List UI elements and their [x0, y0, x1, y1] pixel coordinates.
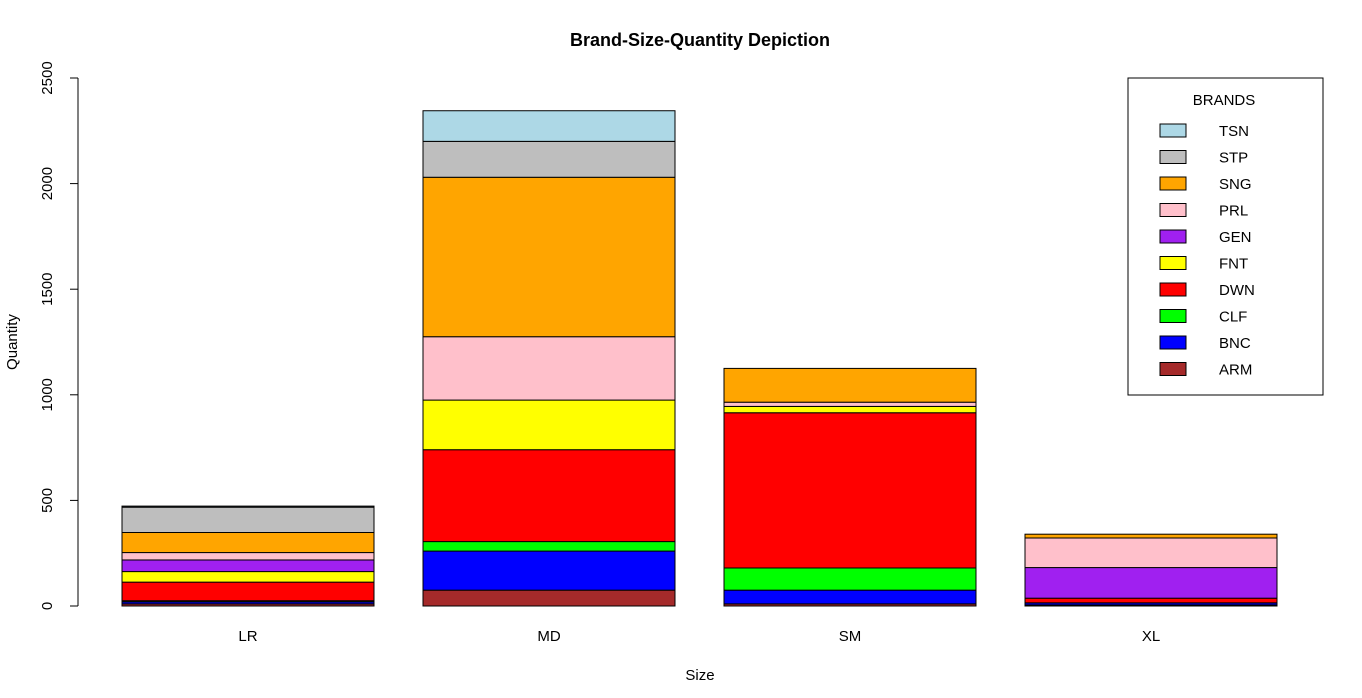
legend-label-prl: PRL: [1219, 203, 1248, 220]
x-tick-label: MD: [537, 628, 560, 645]
bar-segment-lr-stp: [121, 506, 375, 534]
y-tick-label: 2500: [39, 61, 56, 94]
legend-swatch-tsn: [1159, 123, 1187, 138]
x-tick-label: XL: [1142, 628, 1160, 645]
legend-swatch-fnt: [1159, 256, 1187, 270]
legend-label-dwn: DWN: [1219, 282, 1255, 299]
x-axis-label: Size: [685, 667, 714, 684]
bar-segment-xl-prl: [1024, 537, 1278, 569]
legend-swatch-stp: [1159, 150, 1187, 164]
y-tick-label: 500: [39, 488, 56, 513]
x-tick-labels: LR MD SM XL: [238, 628, 1160, 645]
bar-segment-md-arm: [422, 589, 676, 607]
bar-segment-sm-clf: [723, 567, 977, 591]
bar-segment-md-bnc: [422, 550, 676, 591]
bar-segment-xl-dwn: [1024, 597, 1278, 604]
legend-swatch-gen: [1159, 229, 1187, 244]
legend-title: BRANDS: [1193, 92, 1256, 109]
bar-segment-sm-fnt: [723, 405, 977, 414]
legend-label-arm: ARM: [1219, 362, 1252, 379]
y-tick-label: 1500: [39, 273, 56, 306]
legend-label-clf: CLF: [1219, 309, 1247, 326]
legend-swatch-clf: [1159, 309, 1187, 323]
legend-label-gen: GEN: [1219, 229, 1252, 246]
bars-group: [121, 110, 1278, 607]
bar-segment-sm-dwn: [723, 412, 977, 569]
bar-segment-md-sng: [422, 176, 676, 338]
bar-segment-md-tsn: [422, 110, 676, 142]
bar-segment-sm-bnc: [723, 589, 977, 605]
bar-segment-xl-sng: [1024, 533, 1278, 539]
bar-segment-md-dwn: [422, 449, 676, 543]
y-axis: 0 500 1000 1500 2000 2500: [39, 61, 79, 610]
x-tick-label: SM: [839, 628, 862, 645]
legend-swatch-dwn: [1159, 282, 1187, 297]
y-tick-label: 1000: [39, 378, 56, 411]
legend-label-fnt: FNT: [1219, 256, 1248, 273]
y-axis-label: Quantity: [4, 314, 21, 370]
legend-swatch-arm: [1159, 362, 1187, 376]
legend: BRANDS TSN STP SNG PRL GEN FNT DWN CLF BNC ARM: [1127, 77, 1324, 396]
legend-label-sng: SNG: [1219, 176, 1252, 193]
bar-segment-sm-sng: [723, 367, 977, 403]
y-tick-label: 2000: [39, 167, 56, 200]
bar-segment-md-fnt: [422, 399, 676, 451]
bar-segment-lr-prl: [121, 552, 375, 561]
legend-swatch-bnc: [1159, 335, 1187, 350]
bar-segment-xl-gen: [1024, 567, 1278, 599]
legend-swatch-sng: [1159, 176, 1187, 191]
bar-segment-md-clf: [422, 541, 676, 552]
bar-segment-md-prl: [422, 336, 676, 401]
chart-title: Brand-Size-Quantity Depiction: [570, 30, 830, 50]
bar-segment-lr-dwn: [121, 581, 375, 602]
bar-segment-sm-prl: [723, 401, 977, 407]
legend-label-stp: STP: [1219, 150, 1248, 167]
bar-segment-lr-sng: [121, 532, 375, 554]
bar-segment-lr-tsn: [121, 505, 375, 508]
x-tick-label: LR: [238, 628, 257, 645]
legend-swatch-prl: [1159, 203, 1187, 217]
bar-segment-lr-gen: [121, 559, 375, 573]
legend-label-tsn: TSN: [1219, 123, 1249, 140]
legend-label-bnc: BNC: [1219, 335, 1251, 352]
y-tick-label: 0: [39, 602, 56, 610]
bar-segment-lr-fnt: [121, 571, 375, 583]
bar-segment-md-stp: [422, 140, 676, 178]
